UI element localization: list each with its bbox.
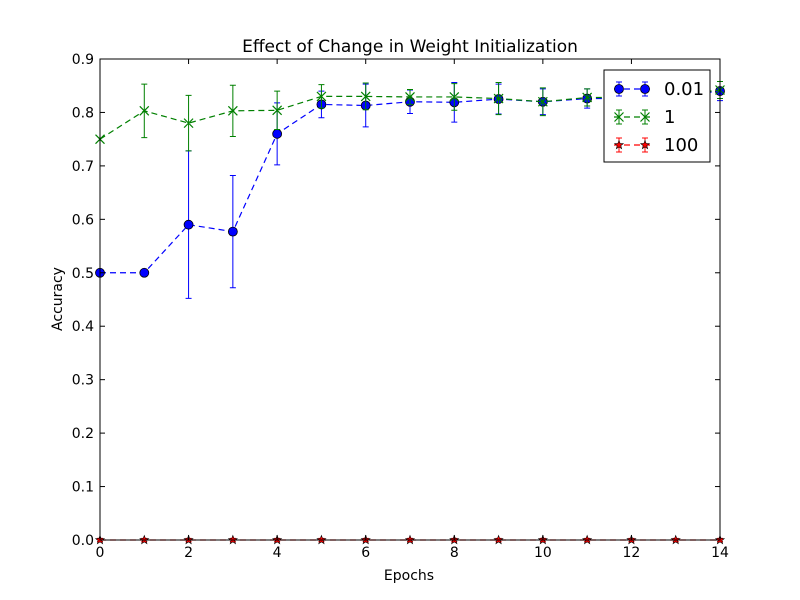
x-tick-label: 6	[361, 545, 370, 561]
y-tick-label: 0.5	[72, 266, 94, 282]
x-axis-label: Epochs	[384, 568, 434, 584]
data-point	[228, 227, 237, 236]
y-tick-label: 0.6	[72, 212, 94, 228]
chart-title: Effect of Change in Weight Initializatio…	[242, 37, 578, 57]
legend-label: 1	[664, 107, 675, 128]
y-tick-label: 0.0	[72, 533, 94, 549]
legend-marker	[615, 85, 624, 94]
x-tick-label: 0	[96, 545, 105, 561]
x-tick-label: 14	[711, 545, 729, 561]
data-point	[273, 129, 282, 138]
x-tick-label: 10	[534, 545, 552, 561]
y-tick-label: 0.3	[72, 373, 94, 389]
data-point	[184, 220, 193, 229]
legend: 0.01 1 100	[604, 70, 710, 162]
data-point	[140, 268, 149, 277]
y-tick-label: 0.1	[72, 480, 94, 496]
legend-marker	[641, 85, 650, 94]
y-tick-label: 0.8	[72, 105, 94, 121]
y-axis-label: Accuracy	[50, 267, 66, 331]
x-tick-label: 8	[450, 545, 459, 561]
x-tick-label: 2	[184, 545, 193, 561]
y-tick-label: 0.4	[72, 319, 94, 335]
y-tick-label: 0.2	[72, 426, 94, 442]
y-tick-label: 0.9	[72, 52, 94, 68]
x-tick-label: 4	[273, 545, 282, 561]
legend-label: 100	[664, 135, 698, 156]
legend-label: 0.01	[664, 79, 704, 100]
x-tick-label: 12	[623, 545, 641, 561]
y-tick-label: 0.7	[72, 159, 94, 175]
